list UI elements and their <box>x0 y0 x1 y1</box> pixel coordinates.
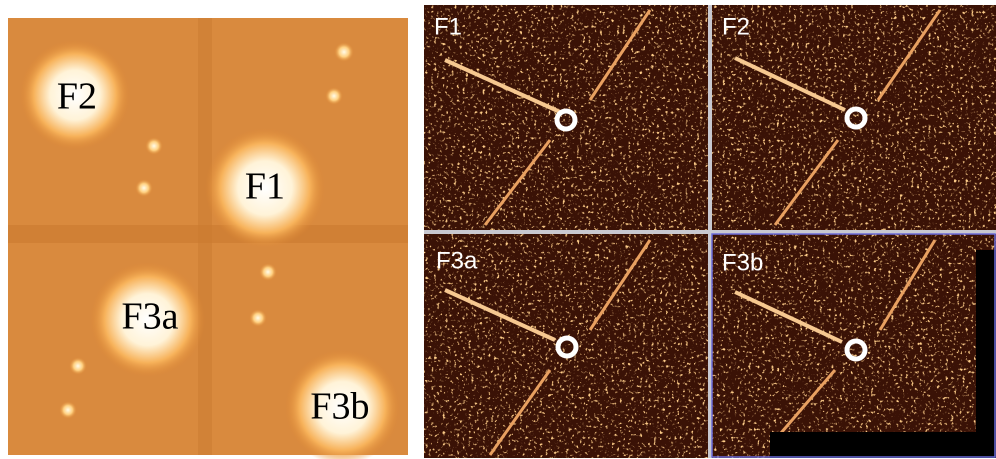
star-label: F3a <box>122 296 179 338</box>
panel-label: F3a <box>436 247 478 274</box>
residual-panel: F1 <box>424 5 708 231</box>
star-label: F3b <box>310 386 369 428</box>
star-glow <box>80 252 215 387</box>
panel-label: F1 <box>434 13 462 40</box>
field-stars <box>59 42 354 419</box>
field-star <box>325 87 343 105</box>
panel-label: F3b <box>722 249 763 276</box>
star-glow <box>9 29 141 161</box>
detector-seam <box>198 18 212 455</box>
right-panels: F1 F2 F3a F3 <box>424 5 996 458</box>
field-star <box>59 401 77 419</box>
residual-panel: F3b <box>712 234 996 458</box>
panel-divider <box>424 230 996 234</box>
star-glow <box>195 118 335 258</box>
panel-border <box>711 233 996 458</box>
panel-label: F2 <box>722 13 750 40</box>
residual-panel: F3a <box>424 234 708 458</box>
left-panel: F2 F1 F3a F3b <box>8 18 411 459</box>
star-label: F2 <box>57 76 97 118</box>
star-label: F1 <box>245 166 285 208</box>
field-star <box>259 263 277 281</box>
star-glow <box>274 339 411 459</box>
field-star <box>145 137 163 155</box>
field-star <box>249 309 267 327</box>
field-star <box>135 179 153 197</box>
field-star <box>69 357 87 375</box>
residual-panel: F2 <box>712 5 996 231</box>
field-star <box>334 42 354 62</box>
